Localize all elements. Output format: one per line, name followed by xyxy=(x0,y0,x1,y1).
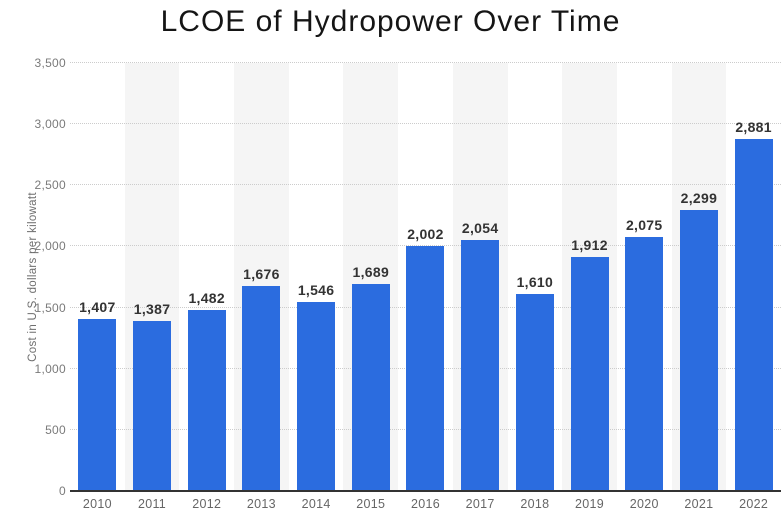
bar-2020[interactable] xyxy=(625,237,664,491)
x-axis-label: 2021 xyxy=(684,497,714,511)
y-tick-label: 2,500 xyxy=(34,178,66,193)
x-axis-label: 2011 xyxy=(137,497,167,511)
plot-area: 1,407 1,387 1,482 1,676 1,546 1,689 2,002 2,054… xyxy=(70,62,781,492)
bar-2021[interactable] xyxy=(679,209,718,491)
y-tick-label: 1,500 xyxy=(34,300,66,315)
x-axis-label: 2018 xyxy=(520,497,550,511)
x-axis-line xyxy=(70,490,781,492)
x-axis-label: 2010 xyxy=(82,497,112,511)
bar-value-label: 1,610 xyxy=(516,274,554,291)
chart-column: 2,075 xyxy=(617,63,672,491)
chart-column: 1,676 xyxy=(234,63,289,491)
bar-2013[interactable] xyxy=(242,286,281,491)
chart-title: LCOE of Hydropower Over Time xyxy=(160,5,621,38)
chart-column: 2,299 xyxy=(671,63,727,491)
y-tick-label: 3,000 xyxy=(34,117,66,132)
x-axis-label: 2020 xyxy=(629,497,659,511)
bar-2010[interactable] xyxy=(78,318,117,491)
x-axis-label: 2022 xyxy=(739,497,769,511)
bar-value-label: 1,912 xyxy=(571,237,608,254)
bar-value-label: 2,075 xyxy=(625,217,663,234)
bar-value-label: 2,881 xyxy=(735,118,772,135)
bar-2016[interactable] xyxy=(406,246,445,491)
chart-column: 2,881 xyxy=(726,63,781,491)
x-axis-label: 2019 xyxy=(575,497,605,511)
y-tick-label: 0 xyxy=(59,484,66,498)
bar-value-label: 1,546 xyxy=(297,281,335,298)
chart-column: 1,482 xyxy=(179,63,234,491)
bar-value-label: 2,002 xyxy=(407,226,444,243)
x-axis-label: 2012 xyxy=(192,497,222,511)
y-tick-label: 2,000 xyxy=(34,239,66,254)
x-axis-label: 2014 xyxy=(301,497,331,511)
bar-value-label: 1,407 xyxy=(79,298,116,315)
bar-2014[interactable] xyxy=(297,301,336,491)
y-axis-ticks: 0 500 1,000 1,500 2,000 2,500 3,000 3,500 xyxy=(0,56,66,498)
bar-value-label: 1,482 xyxy=(188,289,225,306)
y-tick-label: 3,500 xyxy=(34,56,66,70)
bar-2012[interactable] xyxy=(187,309,226,491)
chart-column: 2,054 xyxy=(452,63,508,491)
bar-value-label: 1,387 xyxy=(133,301,171,318)
x-axis-label: 2015 xyxy=(356,497,386,511)
chart-column: 1,407 xyxy=(70,63,125,491)
bar-value-label: 1,676 xyxy=(243,266,280,283)
chart-column: 1,610 xyxy=(508,63,563,491)
bar-2019[interactable] xyxy=(570,257,609,491)
y-tick-label: 500 xyxy=(45,422,66,437)
bar-2015[interactable] xyxy=(351,284,390,491)
chart-column: 1,546 xyxy=(289,63,344,491)
chart-column: 1,689 xyxy=(343,63,399,491)
bar-2018[interactable] xyxy=(515,294,554,491)
chart-column: 1,387 xyxy=(124,63,180,491)
x-axis-label: 2013 xyxy=(246,497,276,511)
bar-2017[interactable] xyxy=(461,239,500,491)
x-axis-label: 2017 xyxy=(465,497,495,511)
chart-column: 2,002 xyxy=(398,63,453,491)
bar-2022[interactable] xyxy=(734,138,773,491)
x-axis-label: 2016 xyxy=(410,497,440,511)
bar-value-label: 2,299 xyxy=(680,189,718,206)
bar-value-label: 1,689 xyxy=(352,264,390,281)
y-tick-label: 1,000 xyxy=(34,361,66,376)
chart-column: 1,912 xyxy=(562,63,617,491)
bar-value-label: 2,054 xyxy=(461,219,499,236)
x-axis-labels: 2010 2011 2012 2013 2014 2015 2016 2017 2018 2019… xyxy=(70,497,781,511)
bar-2011[interactable] xyxy=(133,321,172,491)
